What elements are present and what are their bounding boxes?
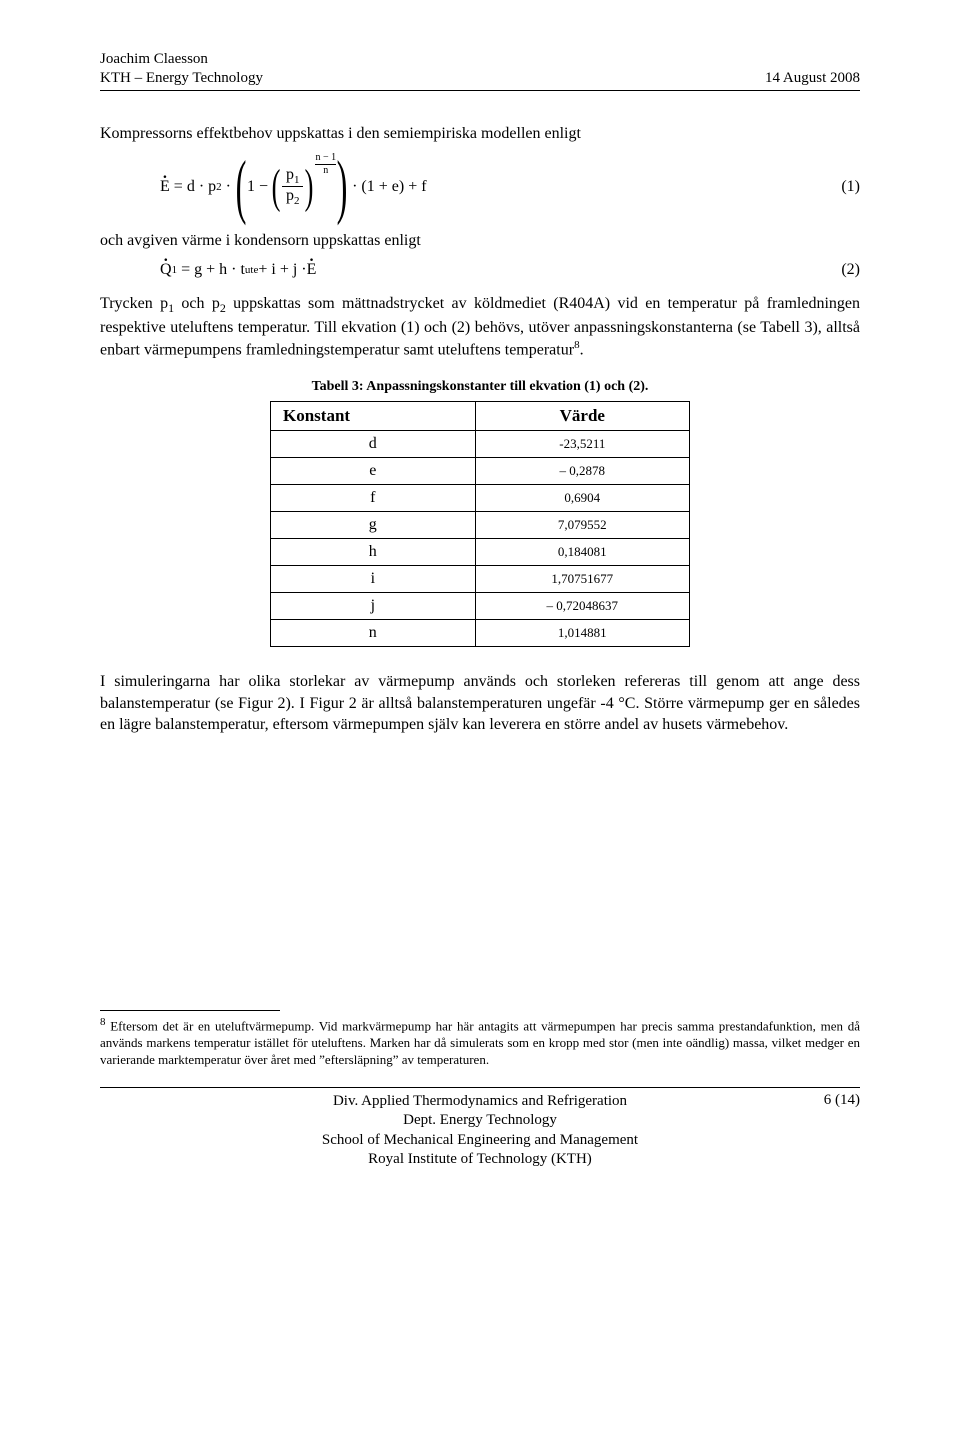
footnote-separator xyxy=(100,1010,280,1011)
paragraph-4: I simuleringarna har olika storlekar av … xyxy=(100,671,860,736)
footer-line-2: Dept. Energy Technology xyxy=(170,1111,790,1131)
var-Q-dot: Q xyxy=(160,261,172,279)
footer-line-3: School of Mechanical Engineering and Man… xyxy=(170,1131,790,1151)
table-row: d-23,5211 xyxy=(271,431,690,458)
header-date: 14 August 2008 xyxy=(765,69,860,88)
table-row: e– 0,2878 xyxy=(271,458,690,485)
bracket-right: ) xyxy=(337,158,348,216)
footer-line-4: Royal Institute of Technology (KTH) xyxy=(170,1150,790,1170)
table-row: f0,6904 xyxy=(271,485,690,512)
paragraph-2: och avgiven värme i kondensorn uppskatta… xyxy=(100,230,860,252)
paragraph-3: Trycken p1 och p2 uppskattas som mättnad… xyxy=(100,293,860,361)
constants-table: Konstant Värde d-23,5211 e– 0,2878 f0,69… xyxy=(270,401,690,647)
equation-2-number: (2) xyxy=(820,261,860,279)
equation-1-body: E = d · p2 · ( 1 − ( p1 p2 ) n − 1 n ) xyxy=(160,158,820,216)
fraction-p1-p2: p1 p2 xyxy=(282,166,304,208)
table-row: h0,184081 xyxy=(271,539,690,566)
table-caption: Tabell 3: Anpassningskonstanter till ekv… xyxy=(100,379,860,395)
col-varde: Värde xyxy=(475,402,689,431)
var-E-dot: E xyxy=(160,178,170,196)
page-header: Joachim Claesson KTH – Energy Technology… xyxy=(100,50,860,91)
equation-2-body: Q1 = g + h · tute + i + j · E xyxy=(160,261,820,279)
bracket-left: ( xyxy=(236,158,247,216)
footer-center: Div. Applied Thermodynamics and Refriger… xyxy=(170,1092,790,1170)
page-footer: Div. Applied Thermodynamics and Refriger… xyxy=(100,1087,860,1170)
table-header-row: Konstant Värde xyxy=(271,402,690,431)
affiliation: KTH – Energy Technology xyxy=(100,69,263,88)
author-name: Joachim Claesson xyxy=(100,50,263,69)
col-konstant: Konstant xyxy=(271,402,476,431)
page: Joachim Claesson KTH – Energy Technology… xyxy=(0,0,960,1452)
footer-line-1: Div. Applied Thermodynamics and Refriger… xyxy=(170,1092,790,1112)
footnote-8: 8 Eftersom det är en uteluftvärmepump. V… xyxy=(100,1015,860,1069)
equation-1-number: (1) xyxy=(820,178,860,196)
page-number: 6 (14) xyxy=(790,1092,860,1170)
table-row: i1,70751677 xyxy=(271,566,690,593)
paragraph-1: Kompressorns effektbehov uppskattas i de… xyxy=(100,123,860,145)
equation-2: Q1 = g + h · tute + i + j · E (2) xyxy=(100,261,860,279)
equation-1: E = d · p2 · ( 1 − ( p1 p2 ) n − 1 n ) xyxy=(100,158,860,216)
exponent: n − 1 n xyxy=(315,153,336,176)
table-row: j– 0,72048637 xyxy=(271,593,690,620)
table-row: g7,079552 xyxy=(271,512,690,539)
table-row: n1,014881 xyxy=(271,620,690,647)
header-left: Joachim Claesson KTH – Energy Technology xyxy=(100,50,263,88)
